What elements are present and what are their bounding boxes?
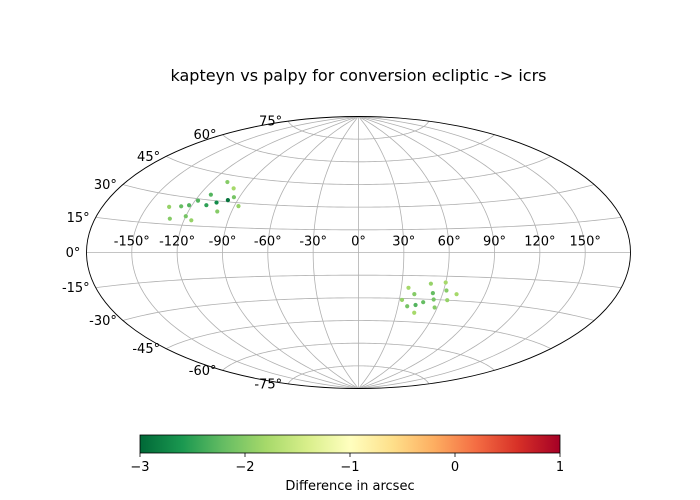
colorbar: −3 −2 −1 0 1 Difference in arcsec [130, 434, 564, 494]
meridian-gridline [358, 116, 450, 389]
latitude-tick-label: 15° [67, 211, 90, 226]
latitude-tick-label: -75° [254, 377, 282, 392]
data-point [167, 216, 172, 221]
data-point [405, 304, 410, 309]
data-point [179, 204, 184, 209]
data-point [412, 292, 417, 297]
latitude-tick-label: 0° [66, 246, 81, 261]
data-point [225, 198, 230, 203]
data-point [183, 214, 188, 219]
longitude-tick-label: -90° [209, 235, 237, 250]
data-point [167, 204, 172, 209]
latitude-tick-labels: 75° 60° 45° 30° 15° 0° -15° -30° -45° -60° -75° [62, 115, 282, 393]
data-point [215, 209, 220, 214]
data-point [231, 186, 236, 191]
data-point [412, 310, 417, 315]
data-point [413, 302, 418, 308]
meridian-gridline [358, 116, 405, 389]
colorbar-tick-label: 0 [451, 460, 459, 475]
latitude-tick-label: -60° [189, 364, 217, 379]
data-point [186, 203, 192, 208]
data-point [214, 200, 219, 205]
latitude-tick-label: 30° [94, 178, 117, 193]
meridian-gridline [222, 116, 359, 389]
data-point [430, 291, 435, 296]
data-point [208, 192, 213, 197]
longitude-tick-label: 120° [524, 235, 555, 250]
meridian-gridline [176, 116, 359, 389]
data-point [225, 179, 230, 185]
meridian-gridline [131, 116, 359, 389]
longitude-tick-labels: -150° -120° -90° -60° -30° 0° 30° 60° 90° 120° 150… [114, 235, 601, 250]
longitude-tick-label: 0° [351, 235, 366, 250]
latitude-tick-label: -30° [89, 314, 117, 329]
colorbar-tick-label: −3 [130, 460, 149, 475]
map-boundary [86, 116, 631, 389]
longitude-tick-label: -120° [159, 235, 195, 250]
latitude-tick-label: -45° [132, 342, 160, 357]
latitude-tick-label: 45° [137, 150, 160, 165]
data-point [454, 292, 459, 297]
data-point [236, 204, 241, 209]
data-point [443, 280, 448, 285]
longitude-tick-label: -150° [114, 235, 150, 250]
data-point [231, 195, 237, 200]
latitude-tick-label: 75° [259, 115, 282, 130]
colorbar-tick-label: 1 [556, 460, 564, 475]
longitude-tick-label: 30° [392, 235, 415, 250]
latitude-tick-label: 60° [193, 128, 216, 143]
longitude-tick-label: 60° [438, 235, 461, 250]
meridian-gridline [358, 116, 495, 389]
data-point [428, 281, 433, 286]
data-point [204, 203, 209, 208]
colorbar-label: Difference in arcsec [285, 479, 414, 494]
data-point [432, 305, 437, 310]
data-points [167, 179, 459, 315]
data-point [195, 198, 201, 203]
graticule [86, 116, 631, 389]
chart-title: kapteyn vs palpy for conversion ecliptic… [171, 66, 547, 85]
data-point [444, 288, 449, 293]
longitude-tick-label: 90° [483, 235, 506, 250]
colorbar-tick-label: −2 [235, 460, 254, 475]
meridian-gridline [358, 116, 541, 389]
longitude-tick-label: 150° [570, 235, 601, 250]
data-point [421, 300, 426, 305]
colorbar-ticks: −3 −2 −1 0 1 [130, 453, 564, 475]
data-point [189, 218, 194, 223]
colorbar-tick-label: −1 [340, 460, 359, 475]
longitude-tick-label: -30° [299, 235, 327, 250]
meridian-gridline [267, 116, 359, 389]
latitude-tick-label: -15° [62, 281, 90, 296]
longitude-tick-label: -60° [254, 235, 282, 250]
meridian-gridline [358, 116, 586, 389]
data-point [399, 297, 405, 303]
data-point [445, 298, 450, 303]
meridian-gridline [312, 116, 359, 389]
data-point [431, 297, 436, 302]
colorbar-gradient [139, 434, 561, 454]
data-point [406, 285, 411, 290]
